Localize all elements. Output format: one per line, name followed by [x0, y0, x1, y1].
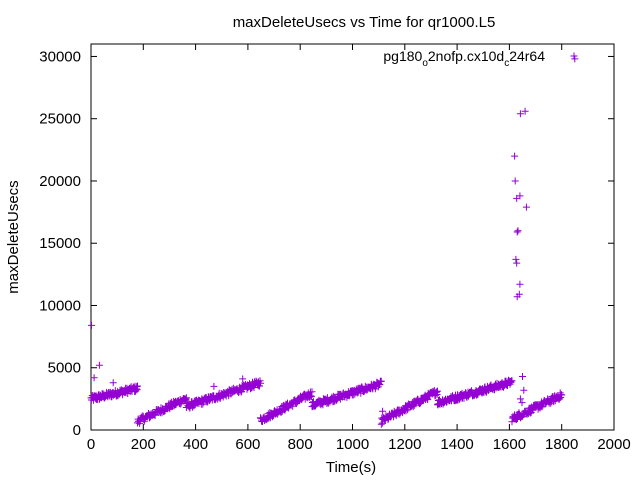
- data-point: [95, 361, 103, 369]
- data-point: [519, 373, 526, 380]
- y-tick-label: 15000: [39, 235, 81, 252]
- data-point: [518, 399, 526, 407]
- y-axis-label: maxDeleteUsecs: [5, 180, 22, 293]
- data-point: [308, 388, 316, 396]
- data-point: [257, 379, 264, 387]
- data-point: [377, 377, 385, 385]
- data-point: [109, 379, 117, 387]
- y-tick-label: 10000: [39, 297, 81, 314]
- data-point: [516, 395, 524, 403]
- legend-label-subscript: o: [422, 58, 428, 69]
- x-tick-label: 1400: [440, 436, 473, 453]
- y-axis: 0 5000 10000 15000 20000 25000 30000: [39, 48, 614, 439]
- data-points: [87, 55, 579, 428]
- x-axis-label: Time(s): [326, 459, 376, 476]
- x-tick-label: 1600: [493, 436, 526, 453]
- x-tick-label: 0: [87, 436, 95, 453]
- data-point: [409, 403, 417, 411]
- legend-label-part: 24r64: [509, 48, 545, 64]
- data-point: [515, 290, 523, 298]
- data-point: [379, 407, 387, 415]
- x-tick-label: 200: [131, 436, 156, 453]
- legend-label: pg180o2nofp.cx10dc24r64: [383, 48, 545, 69]
- y-tick-label: 0: [73, 422, 81, 439]
- x-tick-label: 600: [235, 436, 260, 453]
- data-point: [307, 393, 315, 401]
- data-point: [516, 110, 524, 118]
- legend-label-part: 2nofp.cx10d: [428, 48, 504, 64]
- y-tick-label: 30000: [39, 48, 81, 65]
- x-tick-label: 1200: [388, 436, 421, 453]
- data-point: [520, 386, 528, 394]
- data-point: [521, 107, 529, 115]
- plot-border: [90, 43, 615, 431]
- plot-area: [90, 43, 615, 431]
- x-tick-label: 2000: [597, 436, 630, 453]
- y-tick-label: 5000: [48, 360, 81, 377]
- data-point: [88, 321, 95, 329]
- data-point: [558, 391, 566, 399]
- y-tick-label: 25000: [39, 111, 81, 128]
- data-point: [512, 255, 520, 263]
- data-point: [90, 374, 98, 382]
- data-point: [511, 152, 519, 160]
- data-point: [434, 387, 441, 395]
- x-axis: 0 200 400 600 800 1000 1200 1400 1600 1800 2000: [87, 44, 631, 453]
- x-tick-label: 1800: [545, 436, 578, 453]
- x-tick-label: 1000: [336, 436, 369, 453]
- y-tick-label: 20000: [39, 173, 81, 190]
- legend: pg180o2nofp.cx10dc24r64: [383, 48, 578, 69]
- data-point: [511, 177, 519, 185]
- data-point: [516, 280, 524, 288]
- data-point: [513, 259, 521, 267]
- data-point: [571, 55, 579, 63]
- data-point: [210, 382, 218, 390]
- legend-label-part: pg180: [383, 48, 422, 64]
- data-point: [516, 192, 524, 200]
- x-tick-label: 800: [288, 436, 313, 453]
- legend-marker: [570, 52, 578, 60]
- data-point: [508, 377, 516, 385]
- data-point: [522, 203, 530, 211]
- data-point: [513, 228, 521, 236]
- x-tick-label: 400: [183, 436, 208, 453]
- legend-label-subscript: c: [504, 58, 509, 69]
- data-point: [377, 420, 385, 428]
- data-point: [134, 382, 141, 390]
- chart-title: maxDeleteUsecs vs Time for qr1000.L5: [233, 14, 496, 31]
- data-point: [514, 227, 522, 235]
- data-point: [239, 375, 247, 383]
